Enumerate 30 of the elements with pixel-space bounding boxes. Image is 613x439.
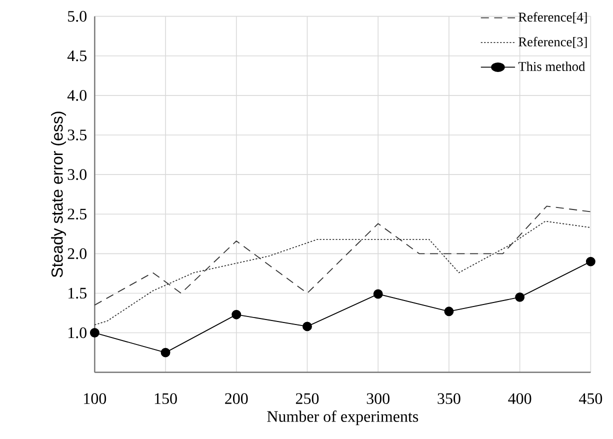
x-tick-label: 100 [84,393,106,404]
point [90,328,100,338]
y-tick-label: 3.0 [68,169,86,180]
x-axis-title: Number of experiments [267,410,418,426]
point [160,348,170,358]
point [515,292,525,302]
point [586,256,596,266]
y-tick-label: 4.5 [67,50,86,62]
legend-label: Reference[4] [518,12,587,24]
y-tick-label: 1.5 [68,288,86,299]
point [373,289,383,299]
y-tick-label: 1.0 [68,327,86,338]
x-tick-label: 250 [296,393,319,404]
x-tick-label: 400 [508,393,532,404]
y-tick-label: 5.0 [68,10,86,22]
y-tick-label: 4.0 [67,90,86,101]
y-tick-label: 3.5 [68,130,86,140]
point [302,322,312,332]
y-tick-label: 2.5 [68,208,86,220]
legend-label: This method [518,62,586,71]
point [444,306,454,316]
legend-label: Reference[3] [518,36,587,48]
x-tick-label: 150 [154,393,177,404]
y-axis-title: Steady state error (ess) [51,112,66,278]
point [232,310,242,320]
x-tick-label: 200 [225,393,248,404]
x-tick-label: 450 [578,393,602,404]
x-tick-label: 300 [366,393,390,404]
y-tick-label: 2.0 [68,248,86,260]
x-tick-label: 350 [438,393,460,404]
